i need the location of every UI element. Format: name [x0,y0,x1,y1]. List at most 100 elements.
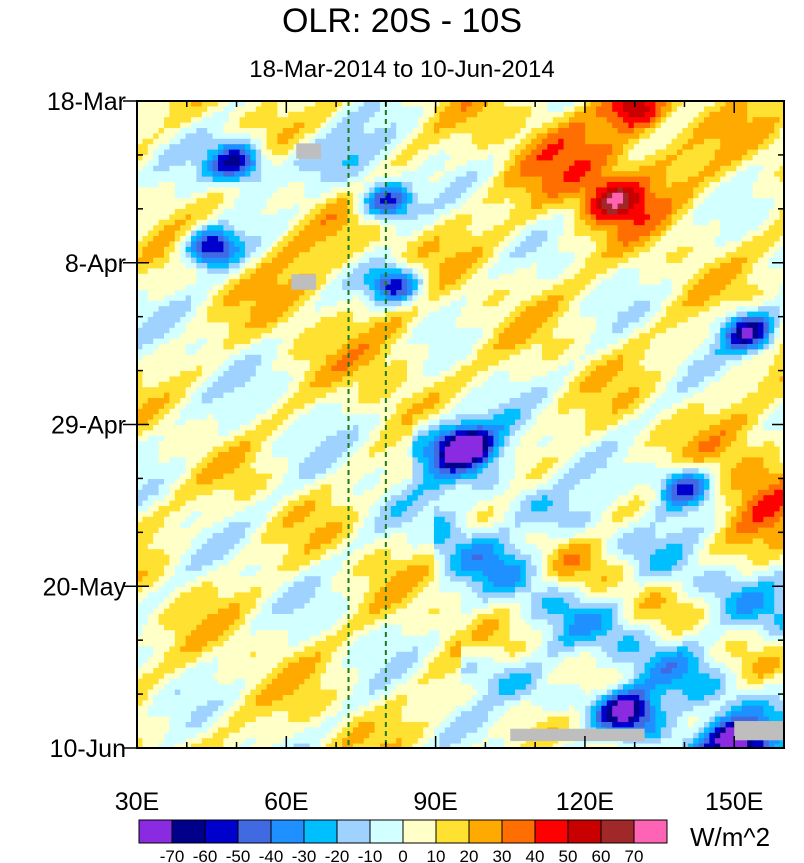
field-cell [417,171,424,177]
field-cell [596,317,602,323]
field-cell [617,279,624,285]
field-cell [596,246,602,253]
field-cell [644,317,651,323]
field-cell [326,144,332,150]
field-cell [774,268,780,275]
field-cell [137,246,143,253]
field-cell [590,317,597,323]
field-cell [304,182,311,188]
field-cell [515,117,521,123]
field-cell [153,192,159,199]
field-cell [374,306,381,312]
field-cell [698,252,705,258]
field-cell [428,279,435,285]
field-cell [671,263,678,269]
field-cell [439,225,446,231]
field-cell [558,295,564,302]
field-cell [612,155,618,161]
field-cell [288,284,294,291]
field-cell [633,155,640,161]
field-cell [288,149,294,156]
field-cell [763,306,770,312]
field-cell [542,144,548,150]
field-cell [207,214,213,221]
field-cell [644,214,651,221]
field-cell [353,133,359,140]
field-cell [207,165,213,172]
field-cell [477,246,483,253]
field-cell [412,273,419,280]
field-cell [612,203,618,210]
field-cell [704,101,710,107]
field-cell [579,203,586,210]
field-cell [455,117,462,123]
field-cell [390,236,397,242]
field-cell [363,198,370,204]
field-cell [542,182,548,188]
field-cell [482,160,489,167]
field-cell [223,241,230,248]
field-cell [579,117,586,123]
field-cell [466,311,473,318]
field-cell [347,219,354,226]
field-cell [725,290,732,296]
field-cell [309,171,316,177]
field-cell [596,144,602,150]
field-cell [396,311,402,318]
field-cell [601,263,608,269]
field-cell [547,133,554,140]
field-cell [525,144,532,150]
field-cell [385,246,392,253]
field-cell [520,198,527,204]
field-cell [250,192,257,199]
field-cell [531,111,537,118]
field-cell [223,182,230,188]
field-cell [606,160,613,167]
field-cell [336,176,343,183]
field-cell [639,182,645,188]
field-cell [320,214,327,221]
field-cell [660,236,667,242]
field-cell [282,311,289,318]
field-cell [736,219,743,226]
field-cell [471,144,478,150]
field-cell [585,236,591,242]
field-cell [779,192,784,199]
field-cell [234,295,240,302]
field-cell [606,198,613,204]
field-cell [185,236,192,242]
field-cell [353,111,359,118]
field-cell [401,122,408,129]
field-cell [369,268,375,275]
field-cell [412,176,419,183]
field-cell [250,322,257,329]
field-cell [266,257,273,264]
field-cell [693,311,699,318]
field-cell [666,263,672,269]
field-cell [569,111,575,118]
field-cell [563,219,570,226]
field-cell [266,311,273,318]
field-cell [655,176,662,183]
field-cell [650,171,656,177]
field-cell [407,273,413,280]
field-cell [342,284,348,291]
field-cell [423,160,429,167]
field-cell [250,252,257,258]
field-cell [477,138,483,145]
field-cell [471,322,478,329]
field-cell [342,165,348,172]
field-cell [552,311,559,318]
field-cell [628,279,635,285]
field-cell [671,101,678,107]
field-cell [169,241,176,248]
field-cell [331,149,338,156]
field-cell [228,149,235,156]
field-cell [147,182,154,188]
field-cell [272,219,278,226]
field-cell [671,246,678,253]
field-cell [174,133,181,140]
field-cell [417,155,424,161]
field-cell [201,182,208,188]
field-cell [147,155,154,161]
